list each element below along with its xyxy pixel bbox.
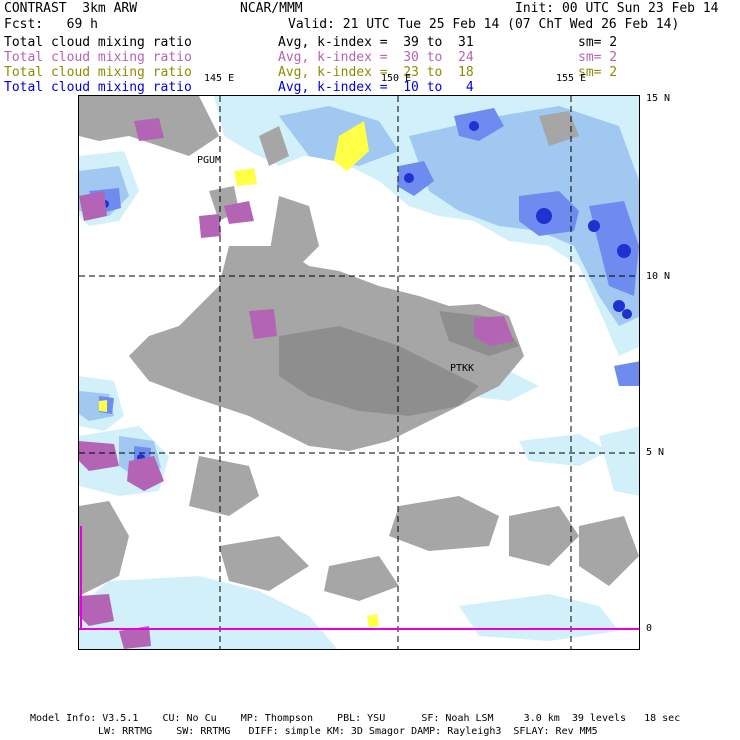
lon-label-145e: 145 E — [204, 73, 235, 84]
domain-boundary — [79, 526, 639, 630]
legend-range-3: Avg, k-index = 23 to 18 — [278, 65, 474, 80]
valid-time: Valid: 21 UTC Tue 25 Feb 14 (07 ChT Wed … — [288, 17, 680, 32]
forecast-hour: Fcst: 69 h — [4, 17, 98, 32]
lat-label-5n: 5 N — [646, 447, 665, 458]
model-info-line-1: Model Info: V3.5.1 CU: No Cu MP: Thompso… — [30, 713, 681, 724]
lat-label-0: 0 — [646, 623, 653, 634]
legend-sm-1: sm= 2 — [578, 35, 618, 50]
station-label-pgum: PGUM — [197, 155, 222, 166]
legend-field-1: Total cloud mixing ratio — [4, 35, 192, 50]
init-time: Init: 00 UTC Sun 23 Feb 14 — [515, 1, 719, 16]
legend-field-4: Total cloud mixing ratio — [4, 80, 192, 95]
legend-range-1: Avg, k-index = 39 to 31 — [278, 35, 474, 50]
station-label-ptkk: PTKK — [450, 363, 475, 374]
yellow-cloud-layer — [99, 121, 379, 628]
deep-blue-cloud-layer — [101, 121, 632, 462]
legend-range-2: Avg, k-index = 30 to 24 — [278, 50, 474, 65]
model-title: CONTRAST 3km ARW — [4, 1, 138, 16]
lon-label-155e: 155 E — [556, 73, 587, 84]
cloud-field-plot — [79, 96, 639, 649]
org-label: NCAR/MMM — [240, 1, 303, 16]
model-info-line-2: LW: RRTMG SW: RRTMG DIFF: simple KM: 3D … — [98, 726, 598, 737]
legend-field-3: Total cloud mixing ratio — [4, 65, 192, 80]
legend-range-4: Avg, k-index = 10 to 4 — [278, 80, 474, 95]
lat-label-10n: 10 N — [646, 271, 671, 282]
legend-sm-3: sm= 2 — [578, 65, 618, 80]
purple-cloud-layer — [79, 118, 514, 649]
legend-sm-2: sm= 2 — [578, 50, 618, 65]
lat-label-15n: 15 N — [646, 93, 671, 104]
lon-label-150e: 150 E — [381, 73, 412, 84]
legend-field-2: Total cloud mixing ratio — [4, 50, 192, 65]
forecast-map: PGUM PTKK — [78, 95, 640, 650]
